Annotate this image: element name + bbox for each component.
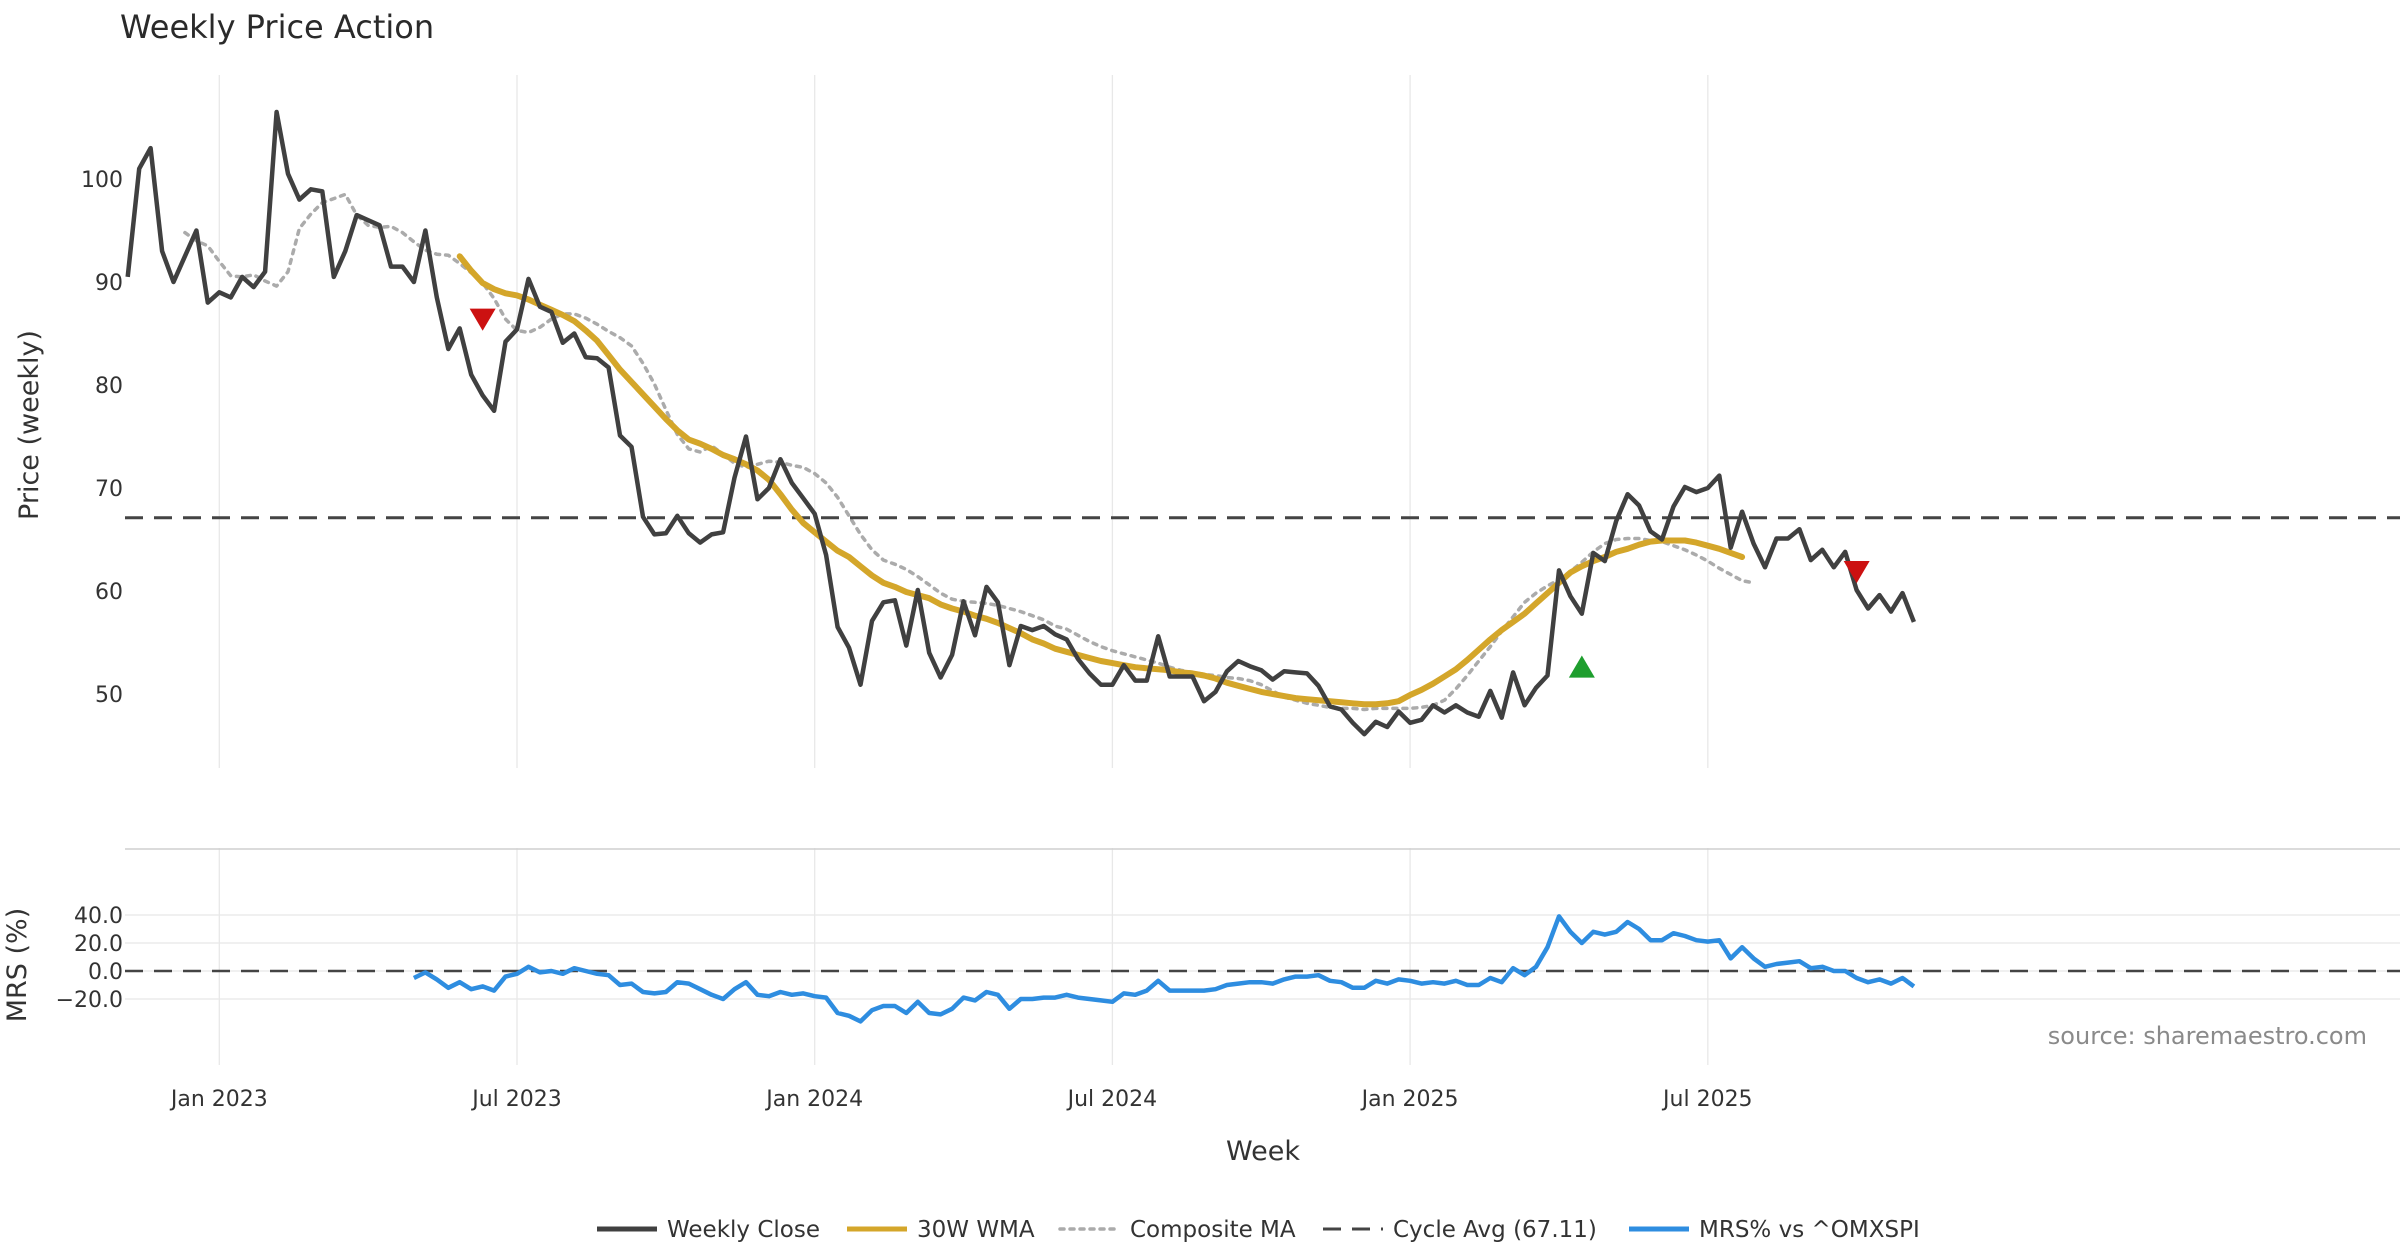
price-y-axis-label: Price (weekly) (14, 330, 45, 520)
mrs-y-tick-label: 0.0 (88, 960, 123, 985)
chart-title: Weekly Price Action (120, 8, 434, 46)
legend-label-cycle: Cycle Avg (67.11) (1393, 1217, 1597, 1243)
legend-label-close: Weekly Close (667, 1217, 820, 1243)
buy-signal-marker (1568, 655, 1595, 678)
sell-signal-marker (1843, 561, 1870, 584)
source-credit: source: sharemaestro.com (2048, 1022, 2367, 1050)
x-tick-label: Jan 2023 (169, 1087, 268, 1112)
price-panel: 50 60 70 80 90 100 (81, 75, 2400, 768)
price-y-tick-label: 70 (95, 477, 123, 502)
wma-30w-line (456, 253, 1746, 708)
x-axis-label: Week (1226, 1136, 1300, 1167)
price-y-tick-label: 60 (95, 580, 123, 605)
x-tick-label: Jul 2023 (470, 1087, 562, 1112)
sell-signal-marker (469, 308, 496, 331)
composite-ma-line (183, 192, 1756, 712)
mrs-y-axis-label: MRS (%) (2, 908, 33, 1023)
weekly-close-line (125, 109, 1916, 737)
price-y-tick-label: 80 (95, 374, 123, 399)
x-tick-label: Jul 2025 (1661, 1087, 1753, 1112)
x-tick-label: Jan 2025 (1360, 1087, 1459, 1112)
price-y-tick-label: 90 (95, 271, 123, 296)
x-tick-label: Jan 2024 (764, 1087, 863, 1112)
mrs-y-tick-label: 40.0 (74, 904, 123, 929)
x-tick-label: Jul 2024 (1066, 1087, 1158, 1112)
legend: Weekly Close 30W WMA Composite MA Cycle Avg… (597, 1217, 1920, 1243)
legend-label-mrs: MRS% vs ^OMXSPI (1699, 1217, 1920, 1243)
x-axis: Jan 2023 Jul 2023 Jan 2024 Jul 2024 Jan 2025… (169, 1087, 1753, 1112)
price-y-tick-label: 50 (95, 683, 123, 708)
legend-label-wma: 30W WMA (917, 1217, 1035, 1243)
legend-label-composite: Composite MA (1130, 1217, 1296, 1243)
price-y-tick-label: 100 (81, 168, 123, 193)
mrs-y-tick-label: −20.0 (56, 988, 123, 1013)
mrs-y-tick-label: 20.0 (74, 932, 123, 957)
mrs-line (412, 914, 1916, 1024)
mrs-panel: 40.0 20.0 0.0 −20.0 (56, 848, 2400, 1065)
